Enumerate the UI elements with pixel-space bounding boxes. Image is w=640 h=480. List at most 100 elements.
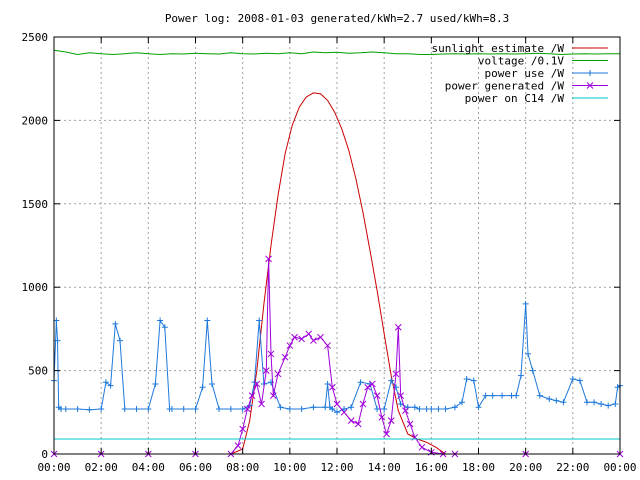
point-47 bbox=[374, 405, 381, 412]
point-27 bbox=[347, 417, 355, 424]
point-52 bbox=[404, 404, 411, 411]
series-1-line bbox=[53, 49, 620, 56]
series-3-line bbox=[54, 258, 620, 455]
point-68 bbox=[513, 392, 520, 399]
point-23 bbox=[199, 384, 206, 391]
x-tick-label: 14:00 bbox=[368, 461, 401, 474]
point-32 bbox=[373, 392, 381, 399]
y-tick-label: 0 bbox=[41, 448, 48, 461]
point-24 bbox=[328, 383, 336, 391]
point-36 bbox=[392, 370, 400, 378]
point-59 bbox=[451, 404, 458, 411]
point-27 bbox=[227, 405, 234, 412]
point-72 bbox=[529, 367, 536, 374]
legend-label-4: power on C14 /W bbox=[465, 92, 565, 105]
point-28 bbox=[239, 405, 246, 412]
grid bbox=[54, 37, 620, 454]
point-75 bbox=[553, 397, 560, 404]
point-39 bbox=[402, 407, 409, 414]
point-17 bbox=[286, 342, 294, 349]
point-35 bbox=[286, 405, 293, 412]
x-tick-label: 22:00 bbox=[556, 461, 589, 474]
y-tick-label: 1500 bbox=[22, 198, 49, 211]
point-38 bbox=[397, 392, 405, 399]
point-35 bbox=[387, 417, 395, 424]
point-6 bbox=[74, 405, 81, 412]
point-51 bbox=[397, 400, 404, 407]
point-76 bbox=[560, 399, 567, 406]
point-16 bbox=[152, 380, 159, 387]
point-66 bbox=[499, 392, 506, 399]
x-tick-label: 00:00 bbox=[603, 461, 636, 474]
x-tick-label: 08:00 bbox=[226, 461, 259, 474]
point-11 bbox=[262, 367, 270, 374]
point-70 bbox=[522, 300, 529, 307]
point-79 bbox=[583, 399, 590, 406]
series-3 bbox=[50, 255, 624, 458]
y-tick-label: 2500 bbox=[22, 31, 49, 44]
point-71 bbox=[525, 350, 532, 357]
point-20 bbox=[168, 405, 175, 412]
point-64 bbox=[482, 392, 489, 399]
point-33 bbox=[378, 413, 386, 421]
point-50 bbox=[392, 384, 399, 391]
point-77 bbox=[569, 375, 576, 382]
point-81 bbox=[598, 400, 605, 407]
point-53 bbox=[411, 404, 418, 411]
point-31 bbox=[369, 380, 376, 388]
point-19 bbox=[298, 335, 305, 343]
point-20 bbox=[305, 330, 313, 338]
point-83 bbox=[612, 400, 619, 407]
point-14 bbox=[269, 392, 277, 399]
x-tick-label: 10:00 bbox=[273, 461, 306, 474]
point-36 bbox=[298, 405, 305, 412]
x-tick-label: 18:00 bbox=[462, 461, 495, 474]
point-80 bbox=[591, 399, 598, 406]
point-58 bbox=[442, 405, 449, 412]
point-7 bbox=[86, 406, 93, 413]
legend-label-2: power use /W bbox=[485, 67, 565, 80]
y-tick-label: 2000 bbox=[22, 114, 49, 127]
point-48 bbox=[381, 405, 388, 412]
x-tick-label: 00:00 bbox=[37, 461, 70, 474]
point-25 bbox=[333, 400, 341, 408]
point-16 bbox=[281, 353, 289, 361]
point-13 bbox=[267, 350, 275, 358]
point-21 bbox=[310, 337, 317, 344]
point-78 bbox=[576, 377, 583, 384]
point-49 bbox=[388, 377, 395, 384]
point-54 bbox=[416, 405, 423, 412]
point-41 bbox=[329, 405, 336, 412]
point-30 bbox=[364, 383, 372, 391]
point-69 bbox=[517, 372, 524, 379]
point-14 bbox=[133, 405, 140, 412]
x-tick-label: 02:00 bbox=[85, 461, 118, 474]
x-tick-label: 16:00 bbox=[415, 461, 448, 474]
point-11 bbox=[112, 320, 119, 327]
chart-title: Power log: 2008-01-03 generated/kWh=2.7 … bbox=[165, 12, 509, 25]
point-15 bbox=[274, 370, 282, 378]
point-43 bbox=[341, 405, 348, 412]
x-tick-label: 04:00 bbox=[132, 461, 165, 474]
point-23 bbox=[324, 342, 331, 349]
point-25 bbox=[209, 380, 216, 387]
point-legend-2 bbox=[587, 70, 593, 76]
point-65 bbox=[489, 392, 496, 399]
point-39 bbox=[324, 380, 331, 387]
x-axis-ticks: 00:00 02:00 04:00 06:00 08:00 10:00 12:00 14:00… bbox=[37, 37, 637, 474]
point-37 bbox=[310, 404, 317, 411]
point-73 bbox=[536, 392, 543, 399]
point-82 bbox=[605, 402, 612, 409]
point-62 bbox=[470, 377, 477, 384]
point-10 bbox=[107, 382, 114, 389]
point-26 bbox=[340, 408, 348, 416]
point-8 bbox=[98, 405, 105, 412]
point-60 bbox=[458, 399, 465, 406]
point-37 bbox=[394, 323, 402, 331]
point-34 bbox=[277, 404, 284, 411]
point-31 bbox=[256, 317, 263, 324]
point-12 bbox=[117, 337, 124, 344]
point-9 bbox=[253, 380, 261, 388]
